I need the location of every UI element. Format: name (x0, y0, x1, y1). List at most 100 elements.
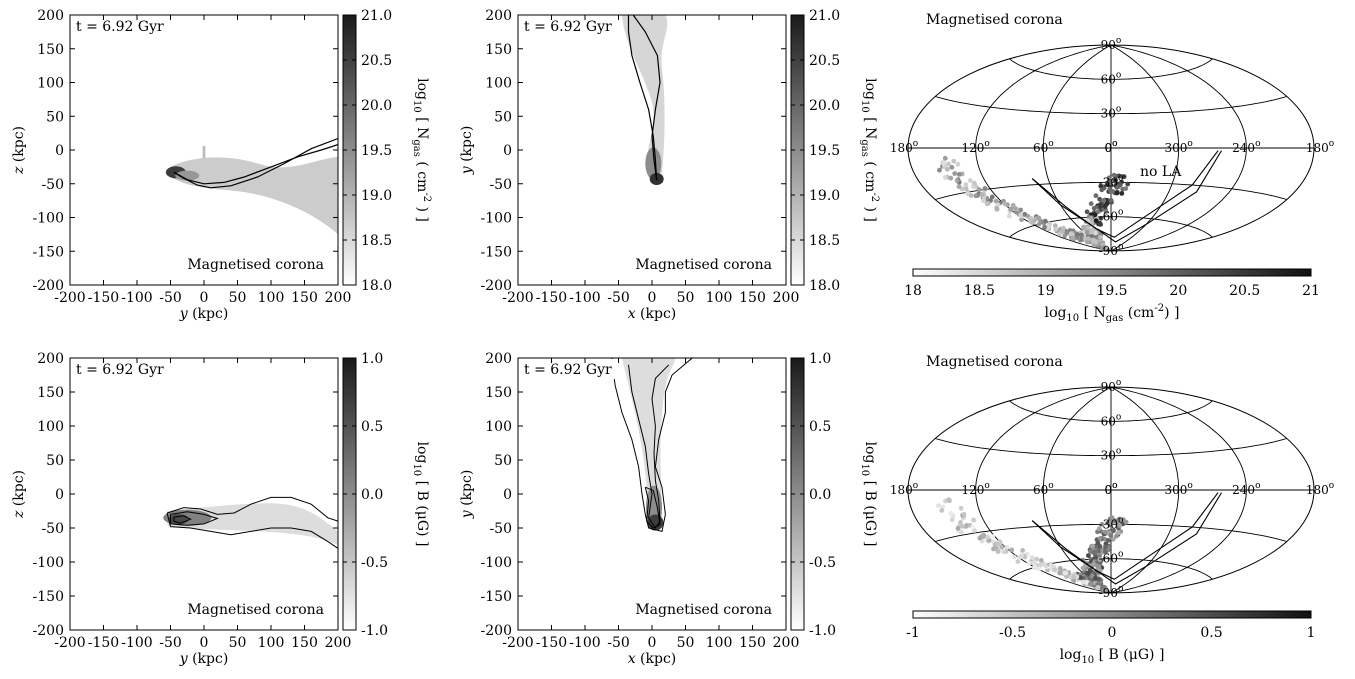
latitude-label: 0o (1104, 139, 1117, 155)
particle-point (1087, 581, 1093, 587)
longitude-label: 180o (1306, 139, 1334, 155)
particle-point (1099, 522, 1105, 527)
longitude-label: 300o (1165, 139, 1193, 155)
particle-point (1008, 206, 1014, 212)
particle-point (1022, 211, 1028, 217)
particle-point (1093, 230, 1098, 236)
plot-area (163, 496, 338, 550)
particle-point (1099, 187, 1105, 193)
particle-point (1111, 172, 1117, 178)
particle-point (1068, 231, 1074, 237)
particle-point (1042, 224, 1047, 230)
x-tick-label: 150 (291, 635, 318, 651)
particle-point (977, 535, 983, 541)
particle-point (1093, 193, 1099, 199)
meridian-line (1042, 44, 1112, 252)
colorbar-tick-label: 1.0 (809, 351, 831, 367)
particle-point (955, 161, 961, 167)
colorbar-tick-label: 20 (1169, 283, 1187, 299)
particle-point (1089, 229, 1095, 235)
particle-point (1113, 177, 1118, 183)
particle-point (1102, 203, 1108, 209)
x-tick-label: -50 (159, 635, 182, 651)
contour-2 (170, 511, 219, 526)
particle-point (1087, 568, 1093, 573)
particle-point (995, 548, 1001, 554)
particle-point (1028, 216, 1033, 222)
meridian-line (975, 44, 1112, 252)
particle-point (1091, 205, 1097, 211)
particle-layer (937, 155, 1131, 251)
particle-point (979, 192, 985, 198)
x-tick-label: 200 (325, 635, 352, 651)
orbit-path-2 (173, 144, 338, 185)
x-tick-label: 100 (706, 290, 733, 306)
particle-point (948, 511, 953, 516)
colorbar-tick-label: 19.0 (809, 188, 840, 204)
particle-point (1071, 574, 1077, 580)
longitude-label: 240o (1232, 139, 1260, 155)
particle-point (972, 180, 977, 186)
time-label: t = 6.92 Gyr (76, 362, 164, 378)
particle-point (1103, 544, 1108, 549)
x-tick-label: -200 (54, 635, 85, 651)
particle-point (1018, 207, 1024, 213)
x-tick-label: -200 (502, 290, 533, 306)
particle-point (1101, 584, 1106, 590)
x-axis-label: y (kpc) (179, 651, 229, 667)
particle-point (1004, 545, 1010, 551)
y-tick-label: -150 (33, 244, 64, 260)
particle-point (1108, 520, 1114, 525)
particle-point (1019, 217, 1024, 223)
colorbar-tick-label: -0.5 (999, 625, 1026, 641)
time-label-box (71, 16, 171, 36)
y-tick-label: 50 (46, 453, 64, 469)
x-axis-label: x (kpc) (628, 306, 677, 322)
latitude-label: 60o (1101, 70, 1122, 86)
y-tick-label: -50 (489, 177, 512, 193)
particle-point (995, 202, 1001, 208)
particle-point (956, 184, 962, 190)
particle-point (942, 155, 948, 161)
particle-point (1084, 209, 1090, 215)
particle-point (1112, 518, 1118, 524)
particle-point (1123, 519, 1129, 525)
particle-point (1097, 557, 1103, 562)
y-tick-label: 0 (503, 143, 512, 159)
colorbar-tick-label: -0.5 (361, 555, 388, 571)
colorbar-tick-label: 21.0 (361, 8, 392, 24)
y-tick-label: 0 (55, 143, 64, 159)
meridian-line (1110, 386, 1247, 594)
latitude-label: -30o (1099, 173, 1124, 189)
latitude-label: 30o (1101, 105, 1122, 121)
x-tick-label: 150 (291, 290, 318, 306)
particle-point (1036, 221, 1042, 227)
particle-point (949, 517, 955, 523)
particle-point (1001, 549, 1007, 555)
y-tick-label: 200 (485, 8, 512, 24)
colorbar-tick-label: 20.0 (809, 98, 840, 114)
colorbar-tick-label: 18.0 (809, 278, 840, 294)
particle-point (994, 206, 1000, 212)
particle-point (1108, 533, 1114, 539)
particle-point (1101, 198, 1107, 203)
time-label-box (519, 359, 619, 379)
colorbar-tick-label: 18.5 (361, 233, 392, 249)
orbit-track-1 (1031, 150, 1219, 238)
particle-point (1117, 182, 1123, 188)
orbit-track-2 (1031, 492, 1222, 585)
contour-1 (611, 358, 693, 533)
y-tick-label: -200 (481, 623, 512, 639)
particle-point (1036, 566, 1042, 572)
particle-point (1006, 213, 1012, 219)
colorbar-tick-label: 20.5 (1229, 283, 1260, 299)
y-tick-label: -50 (41, 521, 64, 537)
time-label-box (71, 359, 171, 379)
meridian-line (1042, 386, 1112, 594)
plot-frame (69, 357, 339, 631)
particle-point (976, 187, 982, 193)
particle-point (993, 198, 999, 204)
particle-point (1095, 540, 1101, 546)
particle-point (1057, 570, 1063, 576)
contour-3 (644, 486, 661, 529)
